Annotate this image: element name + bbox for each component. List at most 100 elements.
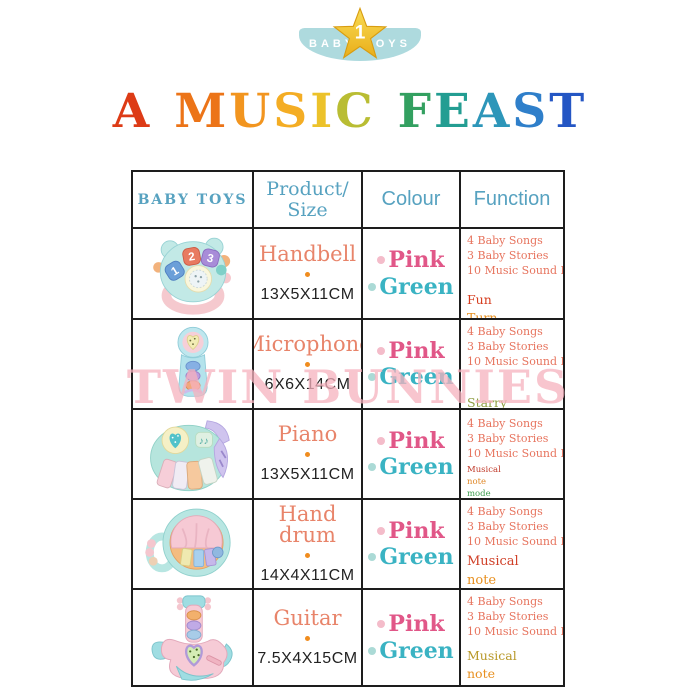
function-line: Starry Sky Projector: [467, 394, 561, 408]
product-size: 7.5X4X15CM: [257, 649, 358, 667]
function-line: 4 Baby Songs: [467, 505, 561, 520]
function-line: Musical note mode: [467, 647, 561, 685]
function-cell: 4 Baby Songs 3 Baby Stories 10 Music Sound…: [461, 229, 563, 320]
title-letter: S: [512, 84, 550, 139]
header-baby-toys-label: BABY TOYS: [137, 191, 248, 208]
piano-toy-image: ♪♪: [149, 420, 230, 492]
product-size: 13X5X11CM: [260, 466, 355, 483]
product-dot: [305, 635, 310, 641]
function-word: 10 Music Sound Effects: [467, 446, 563, 460]
title-letter: U: [229, 84, 274, 139]
function-line: Musical note mode: [467, 464, 561, 500]
colour-label: Pink: [388, 247, 445, 274]
function-word: 3 Baby Stories: [467, 519, 549, 533]
function-word: 10 Music Sound Effects: [467, 263, 563, 277]
title-word: MUSIC: [174, 84, 375, 139]
product-photo-cell: 1 2 3: [133, 229, 254, 320]
function-line: 3 Baby Stories: [467, 610, 561, 625]
colour-option: Pink: [377, 517, 445, 544]
logo-text-left: BABY: [309, 37, 357, 50]
function-word: Musical: [467, 553, 519, 569]
product-size-cell: Piano 13X5X11CM: [254, 410, 363, 500]
colour-label: Pink: [388, 611, 445, 638]
function-word: 10 Music Sound Effects: [467, 624, 563, 638]
function-line: 10 Music Sound Effects: [467, 263, 563, 279]
function-word: 10 Music Sound Effects: [467, 354, 563, 368]
header-function: Function: [461, 172, 563, 229]
function-line: 4 Baby Songs: [467, 325, 561, 340]
colour-bullet-dot: [368, 463, 377, 472]
svg-text:3: 3: [205, 252, 214, 265]
product-name: Handbell: [258, 241, 357, 266]
colour-bullet-dot: [377, 256, 386, 265]
function-cell: 4 Baby Songs 3 Baby Stories 10 Music Sound…: [461, 410, 563, 500]
colour-cell: Pink Green: [363, 229, 461, 320]
product-name: Piano: [277, 422, 338, 446]
function-word: 4 Baby Songs: [467, 505, 543, 518]
header-baby-toys: BABY TOYS: [133, 172, 254, 229]
title-letter: S: [273, 84, 311, 139]
function-line: 4 Baby Songs: [467, 595, 561, 610]
colour-bullet-dot: [377, 620, 386, 629]
header-product-size: Product/ Size: [254, 172, 363, 229]
function-line: 10 Music Sound Effects: [467, 446, 563, 462]
title-letter: A: [472, 84, 513, 139]
function-line: 4 Baby Songs: [467, 234, 561, 249]
microphone-toy-image: [177, 326, 208, 397]
product-dot: [305, 362, 310, 367]
title-letter: M: [174, 84, 230, 139]
colour-option: Green: [368, 638, 454, 664]
function-line: Musical note mode: [467, 552, 561, 589]
colour-cell: Pink Green: [363, 410, 461, 500]
colour-option: Green: [368, 454, 454, 480]
colour-option: Green: [368, 364, 454, 390]
colour-label: Pink: [388, 337, 445, 364]
function-word: 3 Baby Stories: [467, 431, 549, 445]
product-size-cell: Microphone 6X6X14CM: [254, 320, 363, 410]
function-word: 3 Baby Stories: [467, 248, 549, 262]
function-line: 3 Baby Stories: [467, 432, 561, 447]
colour-label: Pink: [388, 517, 445, 544]
function-line: 10 Music Sound Effects: [467, 354, 563, 370]
function-word: note: [467, 573, 497, 589]
handdrum-toy-image: [144, 508, 231, 577]
guitar-toy-image: [151, 594, 233, 681]
function-word: 4 Baby Songs: [467, 595, 543, 608]
product-dot: [305, 271, 310, 277]
function-line: 3 Baby Stories: [467, 249, 561, 264]
function-word: mode: [467, 489, 491, 500]
header-product-line2: Size: [287, 198, 328, 221]
function-line: 3 Baby Stories: [467, 520, 561, 535]
colour-cell: Pink Green: [363, 590, 461, 685]
header-colour-label: Colour: [381, 188, 441, 210]
function-word: Musical: [467, 647, 517, 663]
title-letter: E: [434, 84, 473, 139]
function-word: mode: [467, 683, 561, 685]
title-word: FEAST: [398, 84, 588, 139]
function-word: note: [467, 665, 495, 681]
colour-bullet-dot: [368, 646, 377, 655]
product-name: Guitar: [273, 605, 342, 630]
function-word: 4 Baby Songs: [467, 234, 543, 247]
product-size-cell: Hand drum 14X4X11CM: [254, 500, 363, 590]
function-word: Turn: [467, 309, 498, 320]
title-letter: I: [310, 84, 336, 139]
function-word: 3 Baby Stories: [467, 339, 549, 353]
product-name: Microphone: [254, 332, 361, 356]
product-size: 6X6X14CM: [264, 376, 351, 393]
function-word: Fun: [467, 291, 492, 307]
function-word: 10 Music Sound Effects: [467, 534, 563, 548]
function-word: Musical: [467, 464, 501, 475]
product-photo-cell: [133, 320, 254, 410]
title-word: A: [113, 84, 152, 139]
colour-bullet-dot: [368, 282, 377, 291]
product-name: Hand drum: [278, 501, 337, 547]
colour-bullet-dot: [368, 373, 377, 382]
function-cell: 4 Baby Songs 3 Baby Stories 10 Music Sound…: [461, 320, 563, 410]
colour-cell: Pink Green: [363, 320, 461, 410]
star-icon: 1: [332, 6, 388, 60]
product-photo-cell: ♪♪: [133, 410, 254, 500]
colour-label: Green: [379, 364, 454, 390]
product-size-cell: Guitar 7.5X4X15CM: [254, 590, 363, 685]
